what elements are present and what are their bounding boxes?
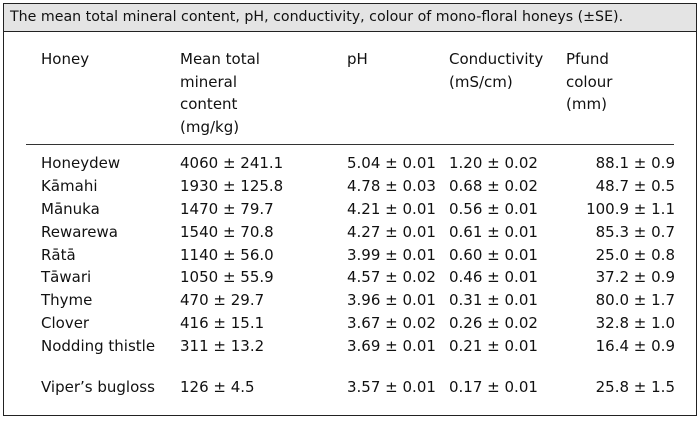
cell-ph: 4.78 ± 0.03 xyxy=(347,176,436,195)
table-row: Viper’s bugloss 126 ± 4.5 3.57 ± 0.01 0.… xyxy=(4,376,696,399)
cell-mineral: 416 ± 15.1 xyxy=(180,314,265,333)
header-mineral: Mean total mineral content (mg/kg) xyxy=(180,48,260,138)
cell-conductivity: 0.17 ± 0.01 xyxy=(449,378,538,397)
cell-conductivity: 0.60 ± 0.01 xyxy=(449,245,538,264)
table-row: Clover 416 ± 15.1 3.67 ± 0.02 0.26 ± 0.0… xyxy=(4,312,696,335)
cell-pfund: 48.7 ± 0.5 xyxy=(595,176,675,195)
cell-ph: 3.67 ± 0.02 xyxy=(347,314,436,333)
header-mineral-line: mineral xyxy=(180,72,238,91)
table-row: Honeydew 4060 ± 241.1 5.04 ± 0.01 1.20 ±… xyxy=(4,152,696,175)
table-row: Rewarewa 1540 ± 70.8 4.27 ± 0.01 0.61 ± … xyxy=(4,221,696,244)
cell-mineral: 4060 ± 241.1 xyxy=(180,154,284,172)
header-pfund-line: colour xyxy=(566,72,613,91)
cell-mineral: 1930 ± 125.8 xyxy=(180,176,284,195)
table-row: Nodding thistle 311 ± 13.2 3.69 ± 0.01 0… xyxy=(4,335,696,376)
header-mineral-line: content xyxy=(180,95,238,113)
cell-ph: 3.99 ± 0.01 xyxy=(347,245,436,264)
cell-pfund: 85.3 ± 0.7 xyxy=(595,222,675,241)
cell-conductivity: 0.26 ± 0.02 xyxy=(449,314,538,333)
cell-mineral: 1050 ± 55.9 xyxy=(180,268,274,287)
header-mineral-line: (mg/kg) xyxy=(180,117,240,136)
cell-mineral: 311 ± 13.2 xyxy=(180,337,265,356)
cell-honey: Kāmahi xyxy=(41,176,98,195)
header-pfund-line: Pfund xyxy=(566,50,609,68)
cell-ph: 4.57 ± 0.02 xyxy=(347,268,436,287)
table-row: Mānuka 1470 ± 79.7 4.21 ± 0.01 0.56 ± 0.… xyxy=(4,198,696,221)
cell-conductivity: 1.20 ± 0.02 xyxy=(449,154,538,172)
cell-honey: Honeydew xyxy=(41,154,121,172)
header-honey: Honey xyxy=(41,50,90,68)
cell-conductivity: 0.46 ± 0.01 xyxy=(449,268,538,287)
table-caption: The mean total mineral content, pH, cond… xyxy=(4,4,696,32)
cell-honey: Nodding thistle xyxy=(41,337,156,356)
header-mineral-line: Mean total xyxy=(180,50,260,68)
table-row: Thyme 470 ± 29.7 3.96 ± 0.01 0.31 ± 0.01… xyxy=(4,289,696,312)
header-ph: pH xyxy=(347,50,368,68)
cell-mineral: 1540 ± 70.8 xyxy=(180,222,274,241)
cell-honey: Mānuka xyxy=(41,199,100,218)
header-conductivity-line: Conductivity xyxy=(449,50,544,68)
cell-pfund: 100.9 ± 1.1 xyxy=(586,199,675,218)
cell-mineral: 1470 ± 79.7 xyxy=(180,199,274,218)
cell-mineral: 1140 ± 56.0 xyxy=(180,245,274,264)
table-row: Tāwari 1050 ± 55.9 4.57 ± 0.02 0.46 ± 0.… xyxy=(4,266,696,289)
cell-pfund: 37.2 ± 0.9 xyxy=(595,268,675,287)
cell-ph: 3.69 ± 0.01 xyxy=(347,337,436,356)
cell-pfund: 25.8 ± 1.5 xyxy=(595,378,675,397)
cell-conductivity: 0.56 ± 0.01 xyxy=(449,199,538,218)
cell-honey: Viper’s bugloss xyxy=(41,378,155,397)
table-frame: The mean total mineral content, pH, cond… xyxy=(3,3,697,416)
cell-conductivity: 0.68 ± 0.02 xyxy=(449,176,538,195)
cell-ph: 3.96 ± 0.01 xyxy=(347,291,436,310)
cell-honey: Rewarewa xyxy=(41,222,118,241)
cell-ph: 3.57 ± 0.01 xyxy=(347,378,436,397)
cell-pfund: 16.4 ± 0.9 xyxy=(595,337,675,356)
cell-mineral: 470 ± 29.7 xyxy=(180,291,265,310)
cell-honey: Tāwari xyxy=(41,268,92,287)
header-divider xyxy=(26,144,674,145)
cell-honey: Thyme xyxy=(41,291,93,310)
header-pfund-line: (mm) xyxy=(566,95,607,113)
header-conductivity: Conductivity (mS/cm) xyxy=(449,48,543,93)
cell-conductivity: 0.61 ± 0.01 xyxy=(449,222,538,241)
cell-conductivity: 0.31 ± 0.01 xyxy=(449,291,538,310)
cell-ph: 5.04 ± 0.01 xyxy=(347,154,436,172)
table-row: Rātā 1140 ± 56.0 3.99 ± 0.01 0.60 ± 0.01… xyxy=(4,244,696,267)
cell-honey: Rātā xyxy=(41,245,76,264)
cell-ph: 4.21 ± 0.01 xyxy=(347,199,436,218)
cell-honey: Clover xyxy=(41,314,90,333)
cell-pfund: 88.1 ± 0.9 xyxy=(595,154,675,172)
header-pfund: Pfund colour (mm) xyxy=(566,48,612,116)
cell-pfund: 25.0 ± 0.8 xyxy=(595,245,675,264)
table-row: Kāmahi 1930 ± 125.8 4.78 ± 0.03 0.68 ± 0… xyxy=(4,175,696,198)
cell-mineral: 126 ± 4.5 xyxy=(180,378,255,397)
table-body: Honeydew 4060 ± 241.1 5.04 ± 0.01 1.20 ±… xyxy=(4,152,696,399)
header-conductivity-line: (mS/cm) xyxy=(449,72,513,91)
cell-pfund: 32.8 ± 1.0 xyxy=(595,314,675,333)
cell-ph: 4.27 ± 0.01 xyxy=(347,222,436,241)
cell-pfund: 80.0 ± 1.7 xyxy=(595,291,675,310)
cell-conductivity: 0.21 ± 0.01 xyxy=(449,337,538,356)
